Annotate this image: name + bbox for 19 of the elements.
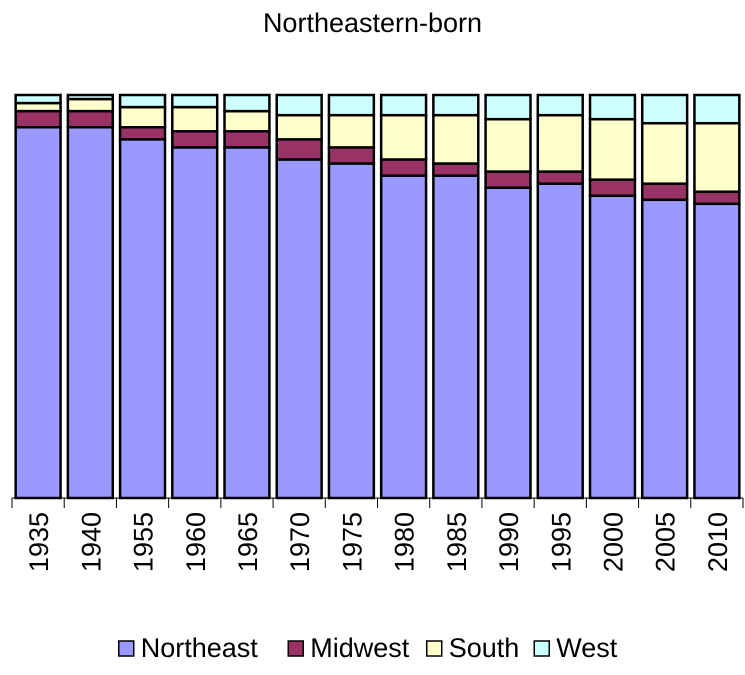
legend-label: Northeast: [140, 633, 258, 663]
x-tick-label: 1985: [442, 512, 472, 572]
x-tick-label: 1955: [128, 512, 159, 572]
x-tick-label: 1965: [232, 512, 263, 572]
x-tick-label: 1940: [76, 512, 106, 572]
chart-title: Northeastern-born: [262, 8, 482, 38]
x-tick-label: 2000: [598, 512, 628, 572]
x-tick-label: 1980: [390, 512, 420, 572]
x-tick-label: 1990: [494, 512, 524, 572]
x-tick-label: 1975: [337, 512, 368, 572]
x-tick-label: 1970: [285, 512, 316, 572]
legend-label: West: [556, 633, 618, 663]
legend-label: South: [448, 633, 520, 663]
x-tick-label: 1935: [24, 512, 54, 572]
x-tick-label: 2005: [650, 512, 681, 572]
legend-label: Midwest: [310, 633, 410, 663]
x-tick-label: 1995: [546, 512, 576, 572]
x-tick-label: 1960: [180, 512, 211, 572]
x-tick-label: 2010: [702, 512, 733, 572]
